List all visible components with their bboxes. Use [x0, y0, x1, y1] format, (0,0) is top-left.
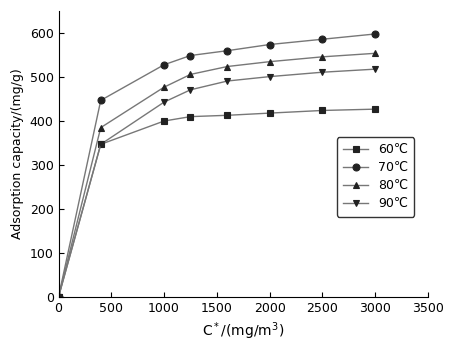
- 60℃: [373, 107, 378, 111]
- 80℃: [225, 64, 230, 68]
- 70℃: [188, 53, 193, 58]
- 70℃: [56, 295, 61, 299]
- 60℃: [188, 114, 193, 119]
- 80℃: [162, 85, 167, 89]
- Y-axis label: Adsorption capacity/(mg/g): Adsorption capacity/(mg/g): [11, 68, 24, 239]
- 60℃: [320, 108, 325, 113]
- 80℃: [188, 72, 193, 77]
- Line: 70℃: 70℃: [55, 30, 379, 300]
- 60℃: [162, 119, 167, 123]
- X-axis label: C$^*$/(mg/m$^3$): C$^*$/(mg/m$^3$): [202, 320, 284, 342]
- 80℃: [56, 295, 61, 299]
- 70℃: [267, 42, 273, 47]
- 80℃: [320, 55, 325, 59]
- 70℃: [320, 37, 325, 41]
- Line: 60℃: 60℃: [55, 106, 379, 300]
- 60℃: [98, 142, 103, 146]
- 60℃: [267, 111, 273, 115]
- 80℃: [267, 60, 273, 64]
- 70℃: [373, 32, 378, 36]
- Line: 90℃: 90℃: [55, 66, 379, 300]
- 90℃: [225, 79, 230, 83]
- 80℃: [373, 51, 378, 55]
- 80℃: [98, 126, 103, 130]
- 60℃: [225, 113, 230, 118]
- Line: 80℃: 80℃: [55, 50, 379, 300]
- 90℃: [56, 295, 61, 299]
- 60℃: [56, 295, 61, 299]
- Legend: 60℃, 70℃, 80℃, 90℃: 60℃, 70℃, 80℃, 90℃: [337, 137, 415, 217]
- 90℃: [320, 70, 325, 74]
- 90℃: [188, 88, 193, 92]
- 90℃: [162, 100, 167, 104]
- 70℃: [98, 98, 103, 102]
- 90℃: [267, 74, 273, 79]
- 90℃: [98, 142, 103, 146]
- 90℃: [373, 67, 378, 71]
- 70℃: [225, 49, 230, 53]
- 70℃: [162, 62, 167, 67]
